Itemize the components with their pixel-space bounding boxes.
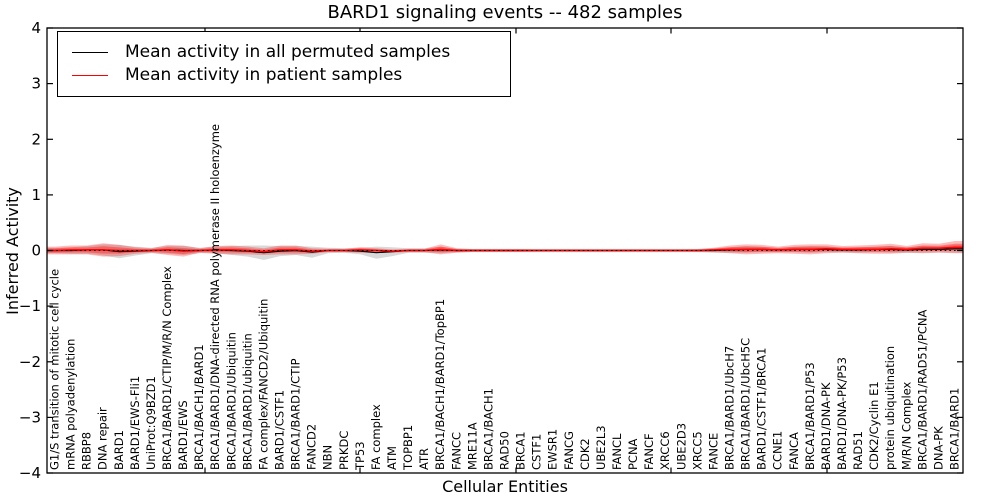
x-tick-label: RAD51: [851, 431, 865, 470]
x-tick-label: BRCA1/BARD1/UbcH5C: [739, 338, 753, 470]
patient-line-swatch: [72, 75, 108, 76]
x-tick-label: FANCA: [787, 432, 801, 470]
y-tick-label: −3: [19, 408, 41, 426]
x-tick-label: BRCA1/BARD1: [948, 388, 962, 470]
x-tick-label: UniProt:Q9BZD1: [144, 376, 158, 470]
x-tick-label: DNA-PK: [931, 426, 945, 470]
permuted-line-swatch: [72, 52, 108, 53]
x-tick-label: BARD1/CSTF1: [273, 390, 287, 470]
patient-std-band-outer: [47, 241, 963, 257]
x-tick-label: NBN: [321, 445, 335, 470]
x-tick-label: BRCA1/BARD1/CTIP/M/R/N Complex: [160, 266, 174, 470]
y-tick-label: 0: [31, 242, 41, 260]
y-axis-label: Inferred Activity: [3, 187, 22, 315]
x-tick-label: CDK2/Cyclin E1: [867, 381, 881, 470]
legend-item-permuted: Mean activity in all permuted samples: [58, 44, 510, 61]
y-tick-label: −4: [19, 464, 41, 482]
x-tick-label: XRCC6: [658, 431, 672, 470]
legend: Mean activity in all permuted samples Me…: [57, 31, 511, 97]
x-tick-label: RAD50: [498, 431, 512, 470]
x-tick-label: FA complex: [369, 404, 383, 470]
x-tick-label: BRCA1: [514, 431, 528, 470]
x-tick-label: M/R/N Complex: [899, 381, 913, 470]
x-tick-label: PRKDC: [337, 431, 351, 470]
legend-label-patient: Mean activity in patient samples: [125, 65, 403, 85]
x-tick-label: BRCA1/BARD1/Ubiquitin: [224, 332, 238, 470]
x-tick-label: BRCA1/BACH1: [481, 388, 495, 470]
x-tick-label: BRCA1/BARD1/UbcH7: [723, 346, 737, 470]
chart-title: BARD1 signaling events -- 482 samples: [327, 2, 683, 23]
x-tick-label: BRCA1/BACH1/BARD1/TopBP1: [433, 299, 447, 470]
y-tick-label: 2: [31, 130, 41, 148]
legend-label-permuted: Mean activity in all permuted samples: [125, 42, 451, 62]
x-tick-label: ATM: [385, 446, 399, 470]
x-tick-label: RBBP8: [80, 432, 94, 470]
x-tick-label: BRCA1/BARD1/CTIP: [289, 358, 303, 470]
x-tick-label: FANCL: [610, 433, 624, 470]
y-tick-label: 4: [31, 19, 41, 37]
legend-item-patient: Mean activity in patient samples: [58, 67, 510, 84]
x-tick-label: DNA repair: [96, 407, 110, 470]
x-tick-label: mRNA polyadenylation: [64, 339, 78, 470]
x-tick-label: FANCD2: [305, 424, 319, 470]
x-tick-label: MRE11A: [465, 422, 479, 470]
x-tick-label: TOPBP1: [401, 425, 415, 471]
x-tick-label: BARD1/CSTF1/BRCA1: [755, 348, 769, 470]
x-tick-label: protein ubiquitination: [883, 346, 897, 470]
x-tick-label: BARD1/DNA-PK: [819, 382, 833, 470]
x-tick-label: FANCG: [562, 431, 576, 470]
x-tick-label: CCNE1: [771, 431, 785, 470]
x-tick-label: BRCA1/BARD1/DNA-directed RNA polymerase …: [208, 124, 222, 470]
x-tick-label: BRCA1/BARD1/P53: [803, 362, 817, 470]
x-tick-label: BRCA1/BARD1/RAD51/PCNA: [915, 309, 929, 470]
x-tick-label: G1/S transition of mitotic cell cycle: [48, 269, 62, 470]
x-tick-label: EWSR1: [546, 429, 560, 470]
x-tick-label: CDK2: [578, 438, 592, 470]
x-axis-label: Cellular Entities: [442, 477, 568, 496]
x-tick-label: BARD1/DNA-PK/P53: [835, 357, 849, 470]
x-tick-label: BARD1/EWS: [176, 400, 190, 470]
x-tick-label: FANCE: [706, 433, 720, 470]
axes-frame: [46, 27, 964, 474]
x-tick-label: FA complex/FANCD2/Ubiquitin: [256, 299, 270, 470]
permuted-std-band: [47, 244, 963, 260]
x-tick-label: UBE2L3: [594, 425, 608, 470]
y-tick-label: −2: [19, 353, 41, 371]
x-tick-label: PCNA: [626, 438, 640, 470]
x-tick-label: UBE2D3: [674, 423, 688, 470]
x-tick-label: BRCA1/BARD1/ubiquitin: [240, 333, 254, 470]
x-tick-label: ATR: [417, 448, 431, 470]
x-tick-label: BARD1: [112, 430, 126, 470]
x-tick-label: FANCF: [642, 433, 656, 470]
y-tick-label: 1: [31, 186, 41, 204]
x-tick-label: TP53: [353, 441, 367, 471]
x-tick-label: BRCA1/BACH1/BARD1: [192, 344, 206, 470]
y-tick-label: 3: [31, 75, 41, 93]
x-tick-label: BARD1/EWS-Fli1: [128, 376, 142, 470]
x-tick-label: FANCC: [449, 432, 463, 470]
y-tick-label: −1: [19, 297, 41, 315]
x-tick-label: XRCC5: [690, 431, 704, 470]
x-tick-label: CSTF1: [530, 434, 544, 470]
patient-mean-line: [47, 246, 963, 253]
